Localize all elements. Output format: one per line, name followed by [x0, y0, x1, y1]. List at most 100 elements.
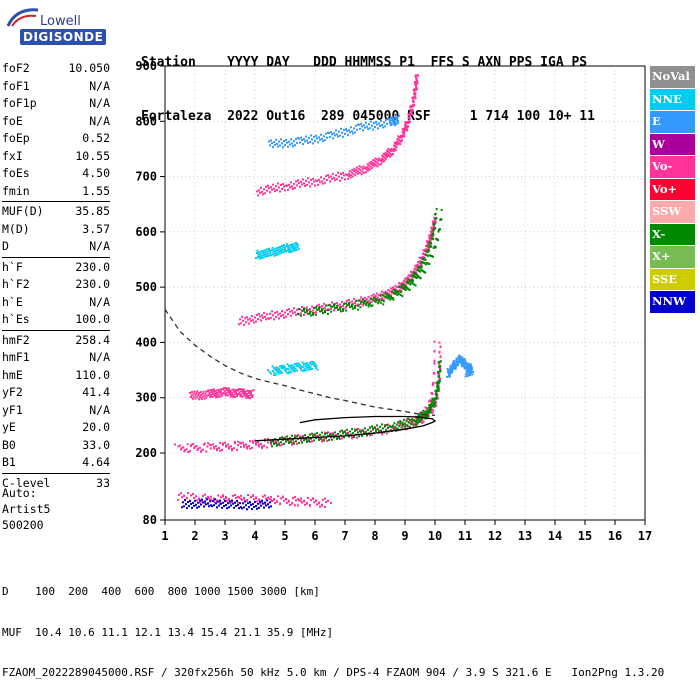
echo-point [292, 438, 294, 441]
echo-point [373, 296, 376, 299]
echo-point [240, 494, 242, 497]
echo-point [234, 442, 236, 445]
echo-point [342, 304, 344, 307]
echo-point [280, 138, 282, 141]
echo-point [334, 179, 336, 182]
echo-point [246, 445, 248, 448]
echo-point [197, 447, 200, 450]
echo-point [330, 436, 332, 439]
echo-point [391, 286, 394, 289]
echo-point [399, 282, 402, 285]
echo-point [245, 394, 248, 397]
echo-point [239, 502, 241, 505]
echo-point [410, 275, 413, 278]
echo-point [275, 440, 277, 443]
echo-point [344, 178, 346, 181]
echo-point [286, 309, 288, 312]
echo-point [232, 502, 234, 505]
echo-point [311, 432, 313, 435]
echo-point [344, 429, 346, 432]
echo-point [392, 427, 395, 430]
echo-point [392, 117, 395, 120]
echo-point [387, 426, 389, 429]
echo-point [440, 208, 443, 211]
echo-point [250, 392, 252, 395]
echo-point [369, 434, 371, 437]
echo-point [243, 445, 245, 448]
echo-point [217, 494, 219, 497]
echo-point [385, 118, 387, 121]
param-value: 100.0 [75, 312, 110, 326]
echo-point [378, 163, 381, 166]
echo-point [407, 277, 410, 280]
echo-point [430, 234, 432, 237]
param-row: foE N/A [2, 113, 110, 131]
echo-point [391, 288, 394, 291]
echo-point [267, 441, 269, 444]
echo-point [465, 370, 468, 373]
echo-point [196, 396, 199, 399]
echo-point [310, 314, 312, 317]
echo-point [386, 423, 388, 426]
echo-point [435, 217, 438, 220]
echo-point [460, 361, 463, 364]
echo-point [365, 168, 368, 171]
echo-point [394, 121, 397, 124]
echo-point [367, 303, 370, 306]
echo-point [397, 290, 399, 293]
echo-point [293, 442, 295, 445]
echo-point [261, 447, 263, 450]
echo-point [192, 395, 195, 398]
echo-point [220, 390, 222, 393]
echo-point [313, 180, 315, 183]
echo-point [365, 431, 367, 434]
echo-point [404, 277, 407, 280]
echo-point [461, 365, 463, 368]
echo-point [347, 432, 349, 435]
echo-point [193, 390, 196, 393]
echo-point [324, 181, 326, 184]
echo-point [432, 238, 435, 241]
echo-point [208, 497, 210, 500]
echo-point [378, 299, 381, 302]
echo-point [216, 389, 219, 392]
echo-point [305, 438, 307, 441]
echo-point [221, 448, 223, 451]
echo-point [396, 118, 399, 121]
echo-point [189, 500, 191, 503]
echo-point [234, 494, 236, 497]
echo-point [226, 507, 228, 510]
echo-point [286, 243, 289, 246]
echo-point [387, 289, 390, 292]
echo-point [295, 364, 298, 367]
echo-point [457, 362, 460, 365]
param-row: hmE 110.0 [2, 367, 110, 385]
echo-point [354, 301, 356, 304]
param-value: 258.4 [75, 332, 110, 347]
echo-point [375, 292, 378, 295]
param-value: N/A [89, 96, 110, 110]
echo-point [240, 506, 242, 509]
echo-point [227, 502, 229, 505]
echo-point [437, 383, 440, 386]
param-row: h`F 230.0 [2, 259, 110, 277]
echo-point [213, 394, 216, 397]
echo-point [190, 395, 192, 398]
param-label: M(D) [2, 221, 30, 236]
echo-point [294, 436, 296, 439]
echo-point [455, 365, 457, 368]
echo-point [352, 432, 354, 435]
echo-point [309, 185, 311, 188]
echo-point [410, 106, 413, 109]
echo-point [370, 294, 373, 297]
echo-point [411, 110, 414, 113]
echo-point [377, 302, 380, 305]
echo-point [216, 449, 218, 452]
echo-point [216, 499, 218, 502]
echo-point [273, 141, 275, 144]
echo-point [318, 308, 320, 311]
echo-point [341, 429, 343, 432]
echo-point [307, 368, 310, 371]
echo-point [420, 264, 423, 267]
echo-point [248, 506, 250, 509]
